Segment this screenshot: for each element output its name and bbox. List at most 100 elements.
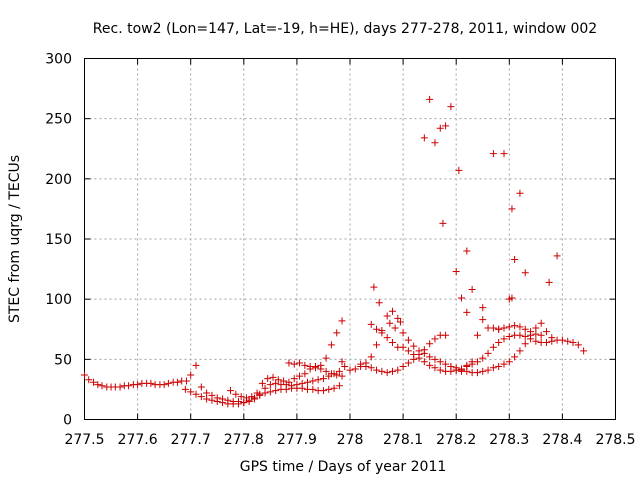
data-point — [388, 367, 396, 375]
data-point — [134, 381, 142, 389]
data-point — [261, 384, 269, 392]
x-tick-label: 277.8 — [224, 432, 264, 448]
series-9 — [370, 95, 561, 333]
data-point — [280, 377, 288, 385]
grid — [84, 58, 616, 420]
data-point — [489, 324, 497, 332]
data-point — [290, 360, 298, 368]
y-tick-label: 150 — [45, 232, 72, 248]
data-point — [399, 343, 407, 351]
data-point — [203, 395, 211, 403]
data-point — [516, 347, 524, 355]
data-point — [322, 354, 330, 362]
data-point — [553, 252, 561, 260]
data-point — [317, 361, 325, 369]
data-point — [335, 382, 343, 390]
data-point — [484, 366, 492, 374]
data-point — [346, 366, 354, 374]
data-point — [426, 353, 434, 361]
data-point — [580, 347, 588, 355]
data-point — [314, 376, 322, 384]
data-point — [357, 360, 365, 368]
data-point — [94, 381, 102, 389]
data-point — [447, 103, 455, 111]
data-point — [500, 324, 508, 332]
series-10 — [439, 166, 516, 302]
data-point — [458, 366, 466, 374]
data-point — [500, 150, 508, 158]
x-tick-label: 277.7 — [171, 432, 211, 448]
data-point — [378, 367, 386, 375]
data-point — [447, 363, 455, 371]
data-point — [311, 364, 319, 372]
series-4 — [227, 363, 346, 402]
data-point — [330, 384, 338, 392]
data-point — [399, 329, 407, 337]
data-point — [373, 341, 381, 349]
data-point — [505, 358, 513, 366]
data-point — [468, 286, 476, 294]
data-point — [420, 358, 428, 366]
series-5 — [285, 317, 346, 372]
data-point — [248, 393, 256, 401]
y-tick-label: 300 — [45, 52, 72, 68]
data-point — [548, 334, 556, 342]
data-point — [479, 367, 487, 375]
data-point — [521, 340, 529, 348]
data-point — [479, 316, 487, 324]
data-point — [285, 359, 293, 367]
data-point — [495, 325, 503, 333]
data-point — [333, 329, 341, 337]
data-point — [98, 382, 106, 390]
data-point — [500, 335, 508, 343]
data-point — [545, 278, 553, 286]
data-points — [81, 95, 588, 408]
data-point — [396, 318, 404, 326]
data-point — [508, 205, 516, 213]
data-point — [309, 385, 317, 393]
data-point — [521, 332, 529, 340]
data-point — [208, 391, 216, 399]
data-point — [290, 375, 298, 383]
data-point — [508, 294, 516, 302]
data-point — [505, 332, 513, 340]
data-point — [542, 338, 550, 346]
y-tick-label: 50 — [54, 352, 72, 368]
data-point — [463, 367, 471, 375]
data-point — [373, 366, 381, 374]
data-point — [516, 189, 524, 197]
data-point — [391, 324, 399, 332]
data-point — [90, 378, 98, 386]
data-point — [521, 269, 529, 277]
data-point — [410, 355, 418, 363]
data-point — [197, 393, 205, 401]
data-point — [431, 364, 439, 372]
data-point — [203, 389, 211, 397]
data-point — [426, 95, 434, 103]
data-point — [527, 328, 535, 336]
data-point — [388, 307, 396, 315]
data-point — [479, 354, 487, 362]
data-point — [404, 336, 412, 344]
series-1 — [81, 371, 190, 391]
data-point — [192, 361, 200, 369]
data-point — [463, 361, 471, 369]
data-point — [351, 365, 359, 373]
data-point — [375, 299, 383, 307]
data-point — [319, 387, 327, 395]
data-point — [319, 375, 327, 383]
data-point — [495, 338, 503, 346]
data-point — [296, 359, 304, 367]
y-tick-label: 200 — [45, 172, 72, 188]
data-point — [436, 366, 444, 374]
data-point — [431, 355, 439, 363]
data-point — [463, 308, 471, 316]
data-point — [367, 320, 375, 328]
data-point — [301, 361, 309, 369]
data-point — [272, 379, 280, 387]
data-point — [383, 334, 391, 342]
data-point — [537, 319, 545, 327]
x-tick-label: 278.3 — [489, 432, 529, 448]
data-point — [489, 364, 497, 372]
data-point — [224, 396, 232, 404]
